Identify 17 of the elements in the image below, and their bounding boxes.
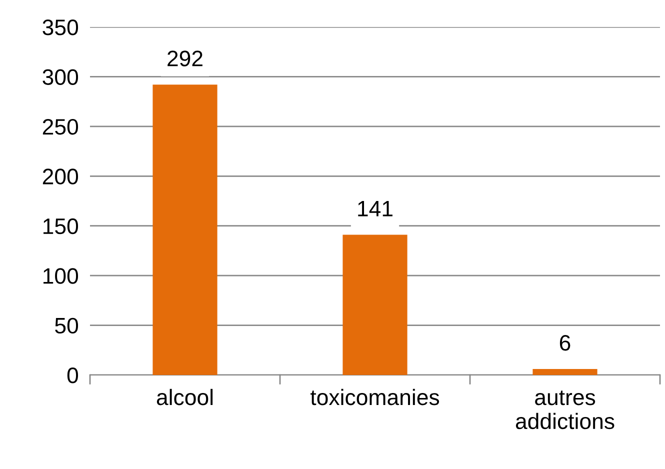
y-tick-label: 50	[55, 318, 78, 334]
x-tick-label: toxicomanies	[310, 388, 440, 406]
y-tick-label: 250	[42, 118, 78, 135]
bar	[532, 369, 598, 375]
data-label: 292	[168, 50, 202, 66]
bar	[152, 84, 218, 375]
y-tick-label: 300	[42, 69, 78, 85]
x-tick-label: alcool	[156, 388, 213, 406]
bar	[342, 234, 408, 375]
y-tick-label: 200	[42, 168, 78, 184]
data-label: 141	[358, 200, 392, 216]
data-label: 6	[560, 334, 570, 351]
y-tick-label: 0	[67, 368, 78, 384]
y-tick-label: 350	[42, 20, 78, 36]
x-tick-label: autres addictions	[516, 390, 614, 430]
y-tick-label: 100	[44, 268, 78, 284]
y-tick-label: 150	[44, 218, 78, 234]
